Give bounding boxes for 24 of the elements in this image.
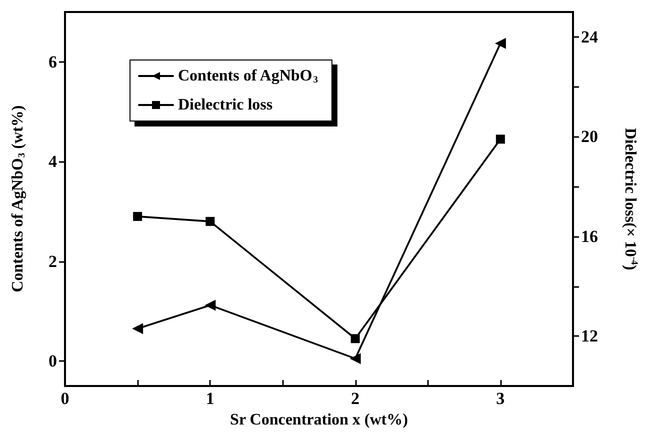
point [496,134,505,144]
x-tick-label: 0 [60,389,70,408]
y2-tick-label: 20 [581,127,598,146]
x-tick-label: 1 [206,389,214,408]
point [133,212,142,221]
y-tick-label: 6 [48,52,57,72]
point [206,216,215,226]
point [350,334,360,344]
y2-tick-label: 16 [581,226,598,246]
point [350,353,361,364]
y2-tick-label: 12 [581,326,598,346]
y2-axis-title: Dielectric loss(× 10-4) [622,128,640,270]
x-tick-label: 2 [351,389,360,408]
point [204,300,216,311]
y-tick-label: 2 [48,252,57,271]
x-tick-label: 3 [496,389,505,408]
y-axis-title: Contents of AgNbO3 (wt%) [10,105,28,292]
y-tick-label: 4 [48,152,58,172]
x-axis-title: Sr Concentration x (wt%) [230,411,408,428]
point [132,323,144,334]
point [494,38,506,49]
y2-tick-label: 24 [581,27,598,46]
y-tick-label: 0 [48,352,57,371]
legend-label: Dielectric loss [178,96,273,114]
